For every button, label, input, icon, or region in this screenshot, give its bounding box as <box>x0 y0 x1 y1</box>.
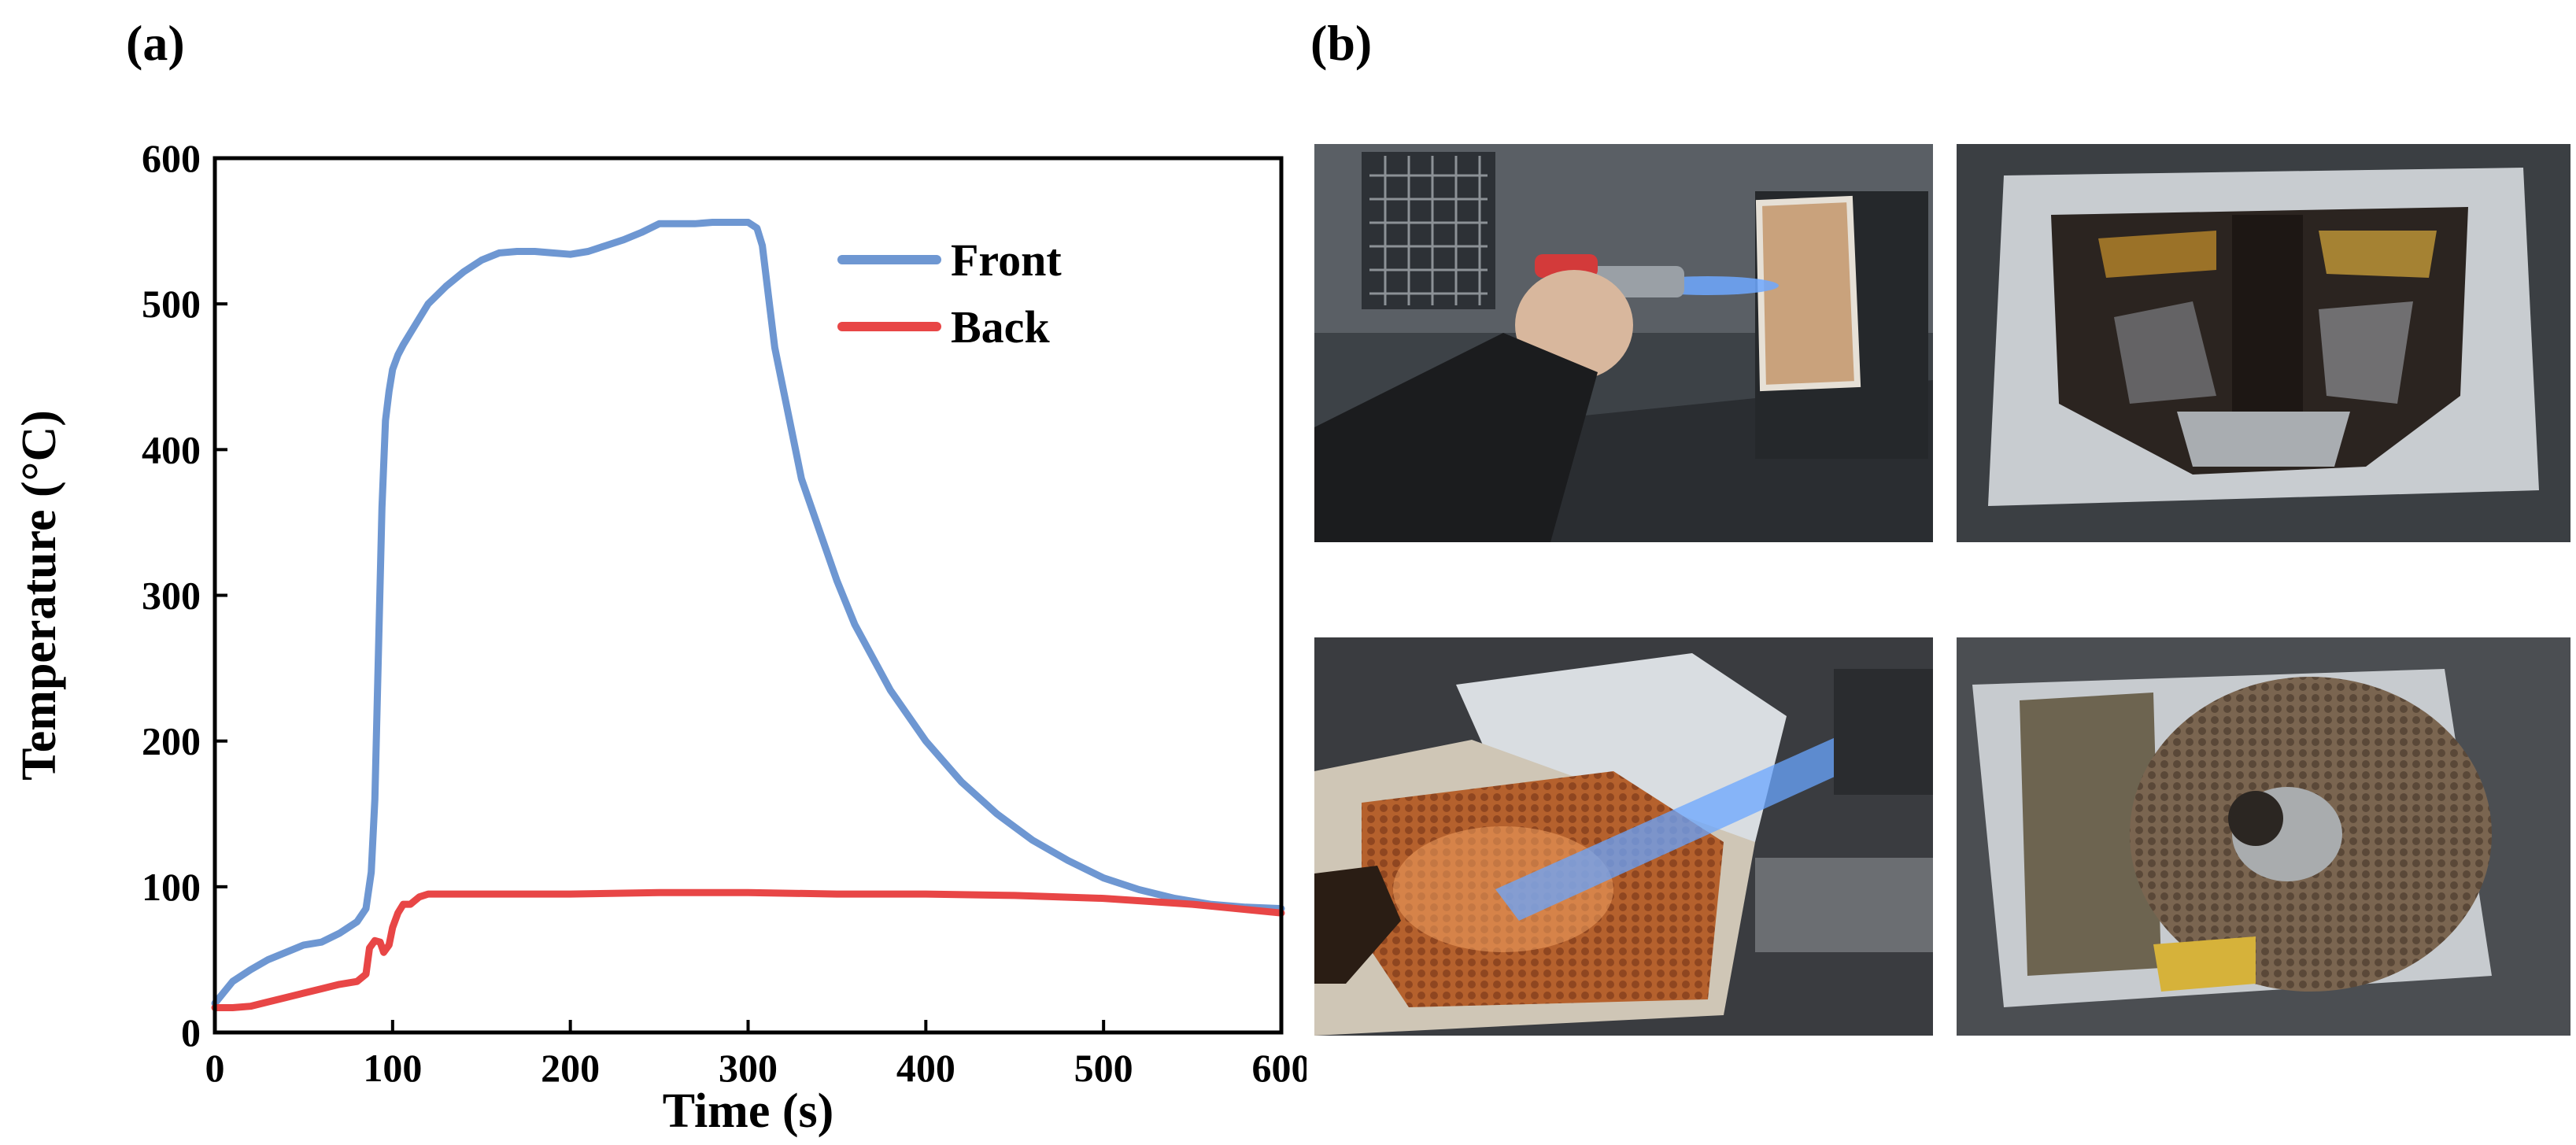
x-tick-label: 100 <box>363 1046 422 1090</box>
y-tick-label: 600 <box>142 136 201 180</box>
x-axis-label: Time (s) <box>663 1084 834 1138</box>
x-tick-label: 200 <box>541 1046 600 1090</box>
x-tick-label: 0 <box>205 1046 225 1090</box>
photo-flame-on-honeycomb <box>1314 637 1933 1036</box>
legend-label-front: Front <box>951 235 1062 286</box>
photo-burned-honeycomb <box>1957 637 2570 1036</box>
y-axis-label: Temperature (°C) <box>13 410 66 781</box>
x-tick-label: 400 <box>896 1046 955 1090</box>
panel-b-label: (b) <box>1310 15 1373 71</box>
y-tick-label: 0 <box>181 1010 201 1055</box>
y-tick-label: 300 <box>142 574 201 618</box>
x-tick-label: 500 <box>1074 1046 1133 1090</box>
line-chart: 0 100 200 300 400 500 600 0 100 200 300 400 500 600 Ti… <box>13 136 1307 1138</box>
photo-torch-setup <box>1314 144 1933 542</box>
series-line-back <box>211 888 1285 1011</box>
x-tick-label: 600 <box>1252 1046 1307 1090</box>
photo-burned-film-top <box>1957 144 2570 542</box>
y-tick-label: 500 <box>142 282 201 326</box>
y-tick-label: 400 <box>142 427 201 471</box>
legend-label-back: Back <box>951 301 1050 353</box>
y-tick-label: 100 <box>142 865 201 909</box>
panel-a-label: (a) <box>126 15 185 71</box>
series-line-front <box>211 219 1285 1007</box>
x-tick-label: 300 <box>719 1046 778 1090</box>
y-tick-label: 200 <box>142 719 201 763</box>
